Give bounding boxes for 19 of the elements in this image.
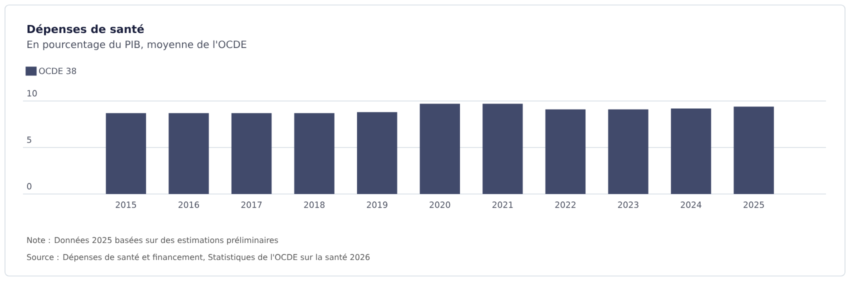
chart-subtitle: En pourcentage du PIB, moyenne de l'OCDE (28, 40, 246, 50)
legend-label: OCDE 38 (39, 68, 76, 74)
x-tick-label: 2025 (744, 202, 764, 208)
x-tick-label: 2018 (304, 202, 325, 208)
x-tick-label: 2021 (492, 202, 513, 208)
y-tick-label: 10 (27, 90, 37, 96)
x-tick-label: 2017 (241, 202, 262, 208)
y-tick-label: 5 (27, 136, 32, 143)
x-tick-label: 2020 (430, 202, 450, 208)
chart-title: Dépenses de santé (28, 24, 144, 36)
x-tick-label: 2022 (555, 202, 576, 208)
x-tick-label: 2024 (680, 202, 702, 208)
y-tick-label: 0 (27, 183, 32, 190)
source-note: Source : Dépenses de santé et financement, Statistiques de l'OCDE sur la santé 2026 (27, 254, 370, 262)
x-tick-label: 2016 (178, 202, 200, 208)
x-tick-label: 2015 (116, 202, 136, 208)
x-tick-label: 2019 (366, 202, 388, 208)
text: Note : Données 2025 basées sur des estimations préliminaires (27, 236, 278, 245)
x-tick-label: 2023 (618, 202, 638, 208)
